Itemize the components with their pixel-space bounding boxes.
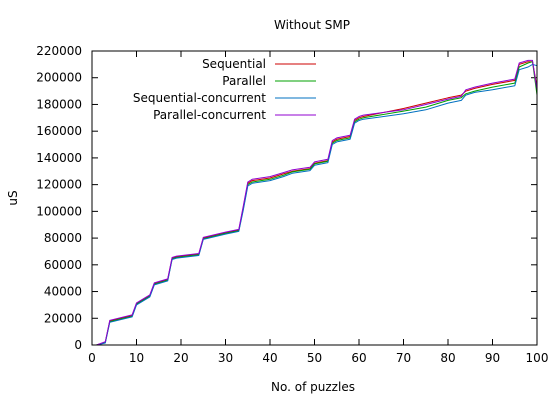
- y-tick-label: 20000: [44, 311, 82, 325]
- x-axis-title: No. of puzzles: [271, 380, 355, 394]
- x-tick-label: 80: [440, 351, 455, 365]
- x-tick-label: 70: [396, 351, 411, 365]
- y-tick-label: 200000: [36, 71, 82, 85]
- y-tick-label: 100000: [36, 204, 82, 218]
- legend: Sequential Parallel Sequential-concurrent P…: [133, 57, 316, 122]
- legend-label: Sequential-concurrent: [133, 91, 266, 105]
- legend-label: Sequential: [202, 57, 266, 71]
- chart-title: Without SMP: [274, 18, 350, 32]
- y-tick-label: 0: [74, 338, 82, 352]
- x-tick-label: 30: [218, 351, 233, 365]
- x-tick-label: 100: [526, 351, 549, 365]
- legend-label: Parallel: [222, 74, 266, 88]
- y-tick-label: 80000: [44, 231, 82, 245]
- y-tick-label: 60000: [44, 258, 82, 272]
- x-tick-label: 20: [173, 351, 188, 365]
- x-tick-label: 10: [129, 351, 144, 365]
- legend-label: Parallel-concurrent: [153, 108, 266, 122]
- x-tick-label: 0: [88, 351, 96, 365]
- x-tick-label: 50: [307, 351, 322, 365]
- y-tick-label: 140000: [36, 151, 82, 165]
- x-tick-label: 90: [485, 351, 500, 365]
- y-axis-title: uS: [6, 190, 20, 205]
- y-tick-label: 180000: [36, 97, 82, 111]
- y-tick-label: 40000: [44, 285, 82, 299]
- y-tick-label: 220000: [36, 44, 82, 58]
- series-line-sequential-concurrent: [97, 64, 538, 345]
- x-tick-label: 60: [351, 351, 366, 365]
- x-tick-label: 40: [262, 351, 277, 365]
- y-tick-label: 160000: [36, 124, 82, 138]
- y-tick-label: 120000: [36, 178, 82, 192]
